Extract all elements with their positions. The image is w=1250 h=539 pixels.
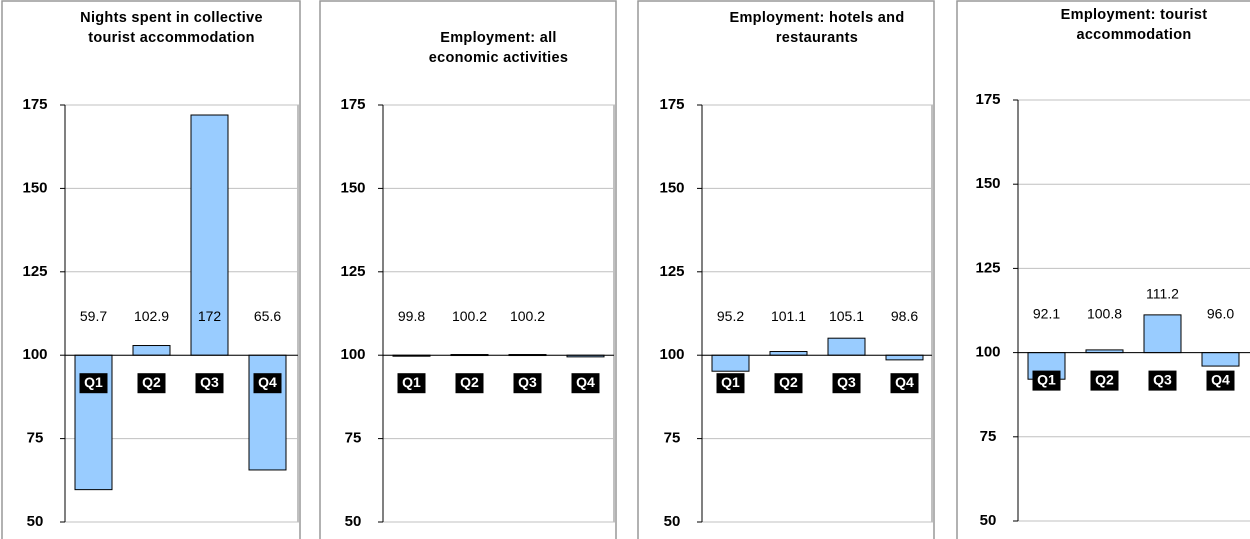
- value-label: 111.2: [1146, 286, 1179, 302]
- y-tick-label: 100: [659, 346, 684, 363]
- y-tick-label: 150: [340, 179, 365, 196]
- y-tick-label: 125: [975, 259, 1000, 276]
- y-tick-label: 50: [664, 513, 681, 530]
- value-label: 172: [198, 308, 222, 324]
- value-label: 92.1: [1033, 305, 1060, 321]
- x-tick-label: Q3: [1153, 371, 1172, 387]
- y-tick-label: 150: [22, 179, 47, 196]
- category-box: [253, 373, 282, 394]
- plot-area: [701, 104, 933, 523]
- x-tick-label: Q1: [721, 374, 740, 390]
- x-tick-label: Q3: [200, 374, 219, 390]
- bar: [711, 354, 750, 372]
- panel-frame: [319, 0, 617, 539]
- category-box: [513, 373, 542, 394]
- bar: [1201, 352, 1240, 367]
- y-tick-label: 150: [659, 179, 684, 196]
- plot-area: [1017, 99, 1250, 522]
- category-box: [455, 373, 484, 394]
- category-box: [716, 373, 745, 394]
- category-box: [571, 373, 600, 394]
- y-tick-label: 100: [22, 346, 47, 363]
- y-tick-label: 75: [664, 430, 681, 447]
- bar: [1143, 314, 1182, 354]
- y-tick-label: 50: [345, 513, 362, 530]
- value-label: 105.1: [829, 308, 864, 324]
- y-tick-label: 125: [340, 263, 365, 280]
- panel-frame: [956, 0, 1250, 539]
- bar: [769, 351, 808, 356]
- chart-title: Employment: all economic activities: [428, 30, 569, 66]
- category-box: [397, 373, 426, 394]
- x-tick-label: Q2: [779, 374, 798, 390]
- panel-frame: [1, 0, 301, 539]
- x-tick-label: Q3: [837, 374, 856, 390]
- y-tick-label: 125: [22, 263, 47, 280]
- y-tick-label: 175: [22, 96, 47, 113]
- category-box: [195, 373, 224, 394]
- bar: [827, 337, 866, 356]
- y-tick-label: 100: [340, 346, 365, 363]
- category-box: [79, 373, 108, 394]
- category-box: [1206, 370, 1235, 391]
- x-tick-label: Q1: [1037, 371, 1056, 387]
- y-tick-label: 50: [27, 513, 44, 530]
- category-box: [774, 373, 803, 394]
- value-label: 65.6: [254, 308, 281, 324]
- bar: [885, 354, 924, 361]
- category-box: [1148, 370, 1177, 391]
- y-tick-label: 50: [980, 512, 997, 529]
- value-label: 96.0: [1207, 305, 1234, 321]
- y-tick-label: 175: [975, 91, 1000, 108]
- x-tick-label: Q2: [1095, 371, 1114, 387]
- y-tick-label: 75: [345, 430, 362, 447]
- value-label: 102.9: [134, 308, 169, 324]
- value-label: 100.2: [452, 308, 487, 324]
- value-label: 100.8: [1087, 305, 1122, 321]
- x-tick-label: Q1: [402, 374, 421, 390]
- y-tick-label: 175: [659, 96, 684, 113]
- x-tick-label: Q4: [1211, 371, 1230, 387]
- chart-title: Employment: tourist accommodation: [1060, 7, 1208, 43]
- category-box: [832, 373, 861, 394]
- x-tick-label: Q4: [576, 374, 595, 390]
- category-box: [890, 373, 919, 394]
- x-tick-label: Q2: [142, 374, 161, 390]
- x-tick-label: Q2: [460, 374, 479, 390]
- y-tick-label: 150: [975, 175, 1000, 192]
- y-tick-label: 100: [975, 344, 1000, 361]
- category-box: [1032, 370, 1061, 391]
- value-label: 99.8: [398, 308, 425, 324]
- x-tick-label: Q4: [895, 374, 914, 390]
- y-tick-label: 175: [340, 96, 365, 113]
- panel-frame: [637, 0, 935, 539]
- x-tick-label: Q4: [258, 374, 277, 390]
- chart-title: Nights spent in collective tourist accom…: [80, 10, 263, 46]
- x-tick-label: Q3: [518, 374, 537, 390]
- bar: [248, 354, 287, 471]
- y-tick-label: 75: [980, 428, 997, 445]
- value-label: 100.2: [510, 308, 545, 324]
- x-tick-label: Q1: [84, 374, 103, 390]
- y-tick-label: 75: [27, 430, 44, 447]
- value-label: 59.7: [80, 308, 107, 324]
- chart-title: Employment: hotels and restaurants: [729, 10, 905, 46]
- value-label: 95.2: [717, 308, 744, 324]
- y-tick-label: 125: [659, 263, 684, 280]
- category-box: [1090, 370, 1119, 391]
- value-label: 98.6: [891, 308, 918, 324]
- category-box: [137, 373, 166, 394]
- bar: [132, 345, 171, 356]
- value-label: 101.1: [771, 308, 806, 324]
